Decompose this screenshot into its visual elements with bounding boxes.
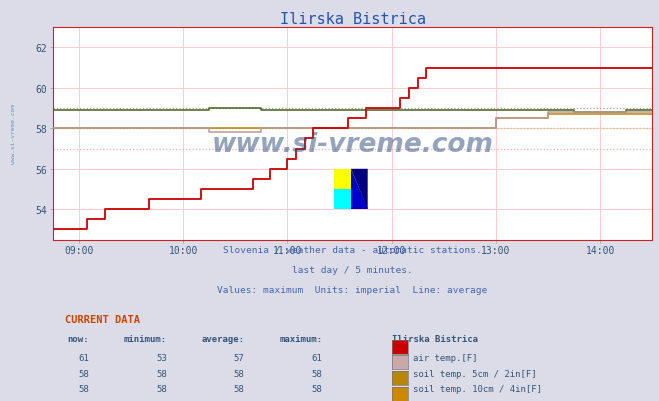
Title: Ilirska Bistrica: Ilirska Bistrica — [279, 12, 426, 27]
Text: 58: 58 — [156, 369, 167, 378]
Text: -nan: -nan — [223, 400, 244, 401]
Text: 61: 61 — [78, 353, 89, 362]
Polygon shape — [351, 169, 368, 210]
Text: -nan: -nan — [301, 400, 323, 401]
Text: 58: 58 — [156, 385, 167, 393]
Text: -nan: -nan — [145, 400, 167, 401]
Text: average:: average: — [202, 334, 244, 343]
Bar — [334, 190, 351, 210]
Text: last day / 5 minutes.: last day / 5 minutes. — [292, 265, 413, 274]
Text: 58: 58 — [78, 369, 89, 378]
Text: -nan: -nan — [67, 400, 89, 401]
Text: Ilirska Bistrica: Ilirska Bistrica — [391, 334, 478, 343]
Text: Values: maximum  Units: imperial  Line: average: Values: maximum Units: imperial Line: av… — [217, 286, 488, 294]
Text: 58: 58 — [234, 369, 244, 378]
Text: 58: 58 — [78, 385, 89, 393]
Text: 57: 57 — [234, 353, 244, 362]
Text: 53: 53 — [156, 353, 167, 362]
Bar — [334, 169, 351, 190]
Text: 58: 58 — [312, 385, 323, 393]
Text: soil temp. 10cm / 4in[F]: soil temp. 10cm / 4in[F] — [413, 385, 542, 393]
Text: maximum:: maximum: — [279, 334, 323, 343]
Text: minimum:: minimum: — [124, 334, 167, 343]
Text: www.si-vreme.com: www.si-vreme.com — [11, 104, 16, 164]
Polygon shape — [351, 169, 368, 210]
Text: 58: 58 — [312, 369, 323, 378]
Text: Slovenia / weather data - automatic stations.: Slovenia / weather data - automatic stat… — [223, 245, 482, 254]
Text: air temp.[F]: air temp.[F] — [413, 353, 477, 362]
Text: CURRENT DATA: CURRENT DATA — [65, 314, 140, 324]
Text: soil temp. 20cm / 8in[F]: soil temp. 20cm / 8in[F] — [413, 400, 542, 401]
Text: www.si-vreme.com: www.si-vreme.com — [212, 132, 494, 158]
Text: now:: now: — [67, 334, 89, 343]
Text: 61: 61 — [312, 353, 323, 362]
Text: 58: 58 — [234, 385, 244, 393]
Text: soil temp. 5cm / 2in[F]: soil temp. 5cm / 2in[F] — [413, 369, 536, 378]
